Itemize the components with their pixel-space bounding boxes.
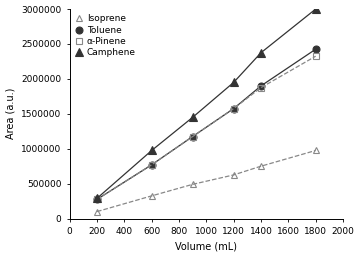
X-axis label: Volume (mL): Volume (mL) [175,241,237,251]
Legend: Isoprene, Toluene, α-Pinene, Camphene: Isoprene, Toluene, α-Pinene, Camphene [72,12,139,60]
Y-axis label: Area (a.u.): Area (a.u.) [5,88,15,140]
